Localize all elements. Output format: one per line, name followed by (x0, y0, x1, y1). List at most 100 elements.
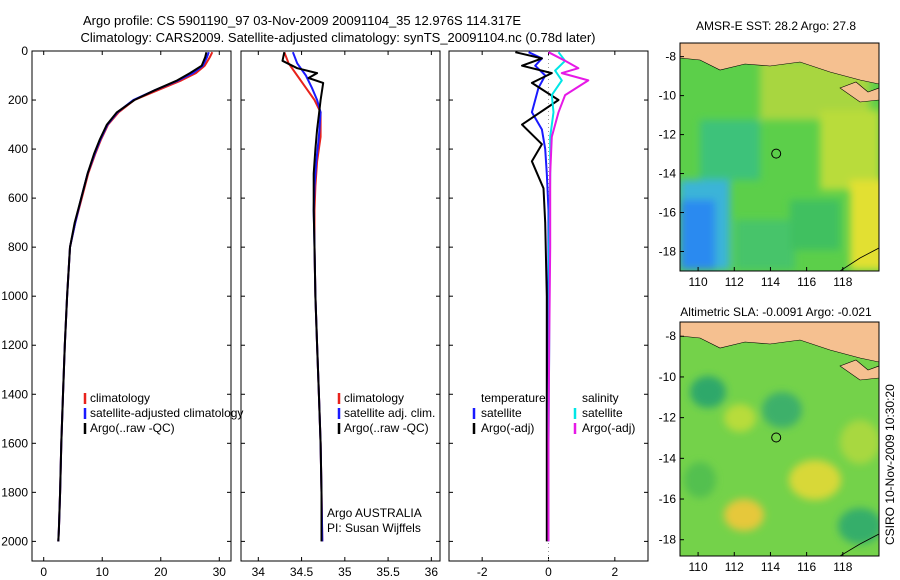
plot-frame (240, 50, 441, 562)
legend-label-climatology: climatology (90, 391, 150, 405)
lon-tick-label: 114 (761, 275, 780, 289)
sla-low-blob (684, 462, 716, 498)
sst-map-axes: 110 112 114 116 118 -8 -10 -12 -14 -16 -18 (659, 50, 853, 289)
lat-tick-label: -18 (659, 533, 677, 547)
lat-tick-label: -16 (659, 492, 677, 506)
argo-location-marker (771, 148, 782, 159)
sla-high-blob (724, 404, 756, 432)
x-tick-label: 30 (213, 565, 227, 579)
y-tick-label: 0 (21, 44, 28, 58)
x-tick-label: 35.5 (376, 565, 400, 579)
y-tick-label: 1400 (1, 387, 28, 401)
australia-coast (839, 247, 879, 271)
sla-low-blob (690, 376, 726, 408)
temperature-panel: 0 10 20 30 0 200 400 600 800 1000 1200 1400 1600 1800… (1, 44, 232, 580)
y-tick-label: 1000 (1, 289, 28, 303)
lat-tick-label: -16 (659, 206, 677, 220)
series-line-argo (57, 51, 208, 542)
legend-label-climatology: climatology (344, 391, 404, 405)
sla-field (684, 376, 879, 544)
sst-map: AMSR-E SST: 28.2 Argo: 27.8 110 112 114 116… (659, 19, 880, 289)
legend-label-argo: Argo(..raw -QC) (90, 421, 175, 435)
sla-low-blob (762, 392, 802, 428)
legend-label-satellite: satellite-adjusted climatology (90, 406, 243, 420)
series-line-argo (281, 51, 325, 542)
sla-map-frame (679, 321, 880, 557)
sst-cool-patch (790, 200, 840, 250)
sla-map-axes: 110 112 114 116 118 -8 -10 -12 -14 -16 -18 (659, 329, 853, 574)
sst-cool-patch (700, 120, 760, 180)
series-line-salinity-argo (547, 51, 590, 542)
y-tick-label: 1600 (1, 436, 28, 450)
difference-panel: -202difference from climatology (448, 50, 649, 580)
difference-legend: temperature satellite Argo(-adj) salinit… (472, 391, 635, 435)
x-tick-label: 36 (425, 565, 439, 579)
sst-cool-patch (735, 220, 795, 270)
sla-high-blob (840, 420, 879, 464)
bali-lombok-coast (839, 81, 879, 103)
lat-tick-label: -12 (659, 411, 677, 425)
y-tick-label: 800 (8, 240, 28, 254)
sla-low-blob (838, 508, 879, 544)
lat-tick-label: -10 (659, 89, 677, 103)
y-tick-label: 600 (8, 191, 28, 205)
sst-field (680, 60, 879, 270)
x-tick-label: 34 (252, 565, 266, 579)
series-line-climatology (57, 51, 214, 542)
lon-tick-label: 112 (725, 275, 744, 289)
lon-tick-label: 110 (689, 275, 708, 289)
lat-tick-label: -14 (659, 167, 677, 181)
figure-title-line1: Argo profile: CS 5901190_97 03-Nov-2009 … (83, 13, 521, 28)
x-tick-label: 2 (611, 565, 618, 579)
lon-tick-label: 112 (725, 560, 744, 574)
x-tick-label: 0 (40, 565, 47, 579)
legend-label-sal-argo: Argo(-adj) (582, 421, 635, 435)
series-line-temperature-satellite (528, 51, 550, 542)
x-tick-label: 10 (96, 565, 110, 579)
legend-label-argo: Argo(..raw -QC) (344, 421, 429, 435)
sst-map-frame (679, 42, 880, 272)
lat-tick-label: -8 (665, 50, 676, 64)
legend-label-temp-argo: Argo(-adj) (481, 421, 534, 435)
lon-tick-label: 116 (797, 560, 816, 574)
figure-title-line2: Climatology: CARS2009. Satellite-adjuste… (81, 30, 596, 45)
x-tick-label: 20 (154, 565, 168, 579)
lat-tick-label: -8 (665, 329, 676, 343)
lat-tick-label: -14 (659, 451, 677, 465)
australia-coast (839, 533, 879, 556)
lon-tick-label: 116 (797, 275, 816, 289)
y-tick-label: 200 (8, 93, 28, 107)
lat-tick-label: -12 (659, 128, 677, 142)
x-tick-label: 34.5 (290, 565, 314, 579)
legend-label-satellite: satellite adj. clim. (344, 406, 435, 420)
sst-warm-patch (850, 180, 879, 270)
sst-warm-patch (820, 110, 879, 190)
series-line-salinity-satellite (547, 51, 567, 542)
java-coastline (680, 43, 879, 85)
sla-high-blob (789, 460, 841, 500)
bali-lombok-coast (839, 359, 879, 381)
salinity-legend: climatology satellite adj. clim. Argo(..… (327, 391, 435, 535)
java-coastline (680, 322, 879, 363)
legend-label-temp-satellite: satellite (481, 406, 522, 420)
pi-annotation: PI: Susan Wijffels (327, 521, 421, 535)
sst-map-title: AMSR-E SST: 28.2 Argo: 27.8 (696, 19, 856, 33)
x-tick-label: 35 (338, 565, 352, 579)
legend-heading-temperature: temperature (481, 391, 546, 405)
legend-label-sal-satellite: satellite (582, 406, 623, 420)
sla-high-blob (724, 499, 764, 531)
sla-map-title: Altimetric SLA: -0.0091 Argo: -0.021 (680, 305, 872, 319)
lat-tick-label: -10 (659, 370, 677, 384)
y-tick-label: 1200 (1, 338, 28, 352)
x-tick-label: 0 (545, 565, 552, 579)
y-tick-label: 2000 (1, 534, 28, 548)
argo-australia-annotation: Argo AUSTRALIA (327, 506, 422, 520)
lon-tick-label: 118 (833, 560, 852, 574)
y-tick-label: 1800 (1, 485, 28, 499)
csiro-timestamp-label: CSIRO 10-Nov-2009 10:30:20 (883, 384, 897, 545)
lon-tick-label: 114 (761, 560, 780, 574)
lat-tick-label: -18 (659, 245, 677, 259)
argo-location-marker (771, 432, 782, 443)
lon-tick-label: 110 (689, 560, 708, 574)
